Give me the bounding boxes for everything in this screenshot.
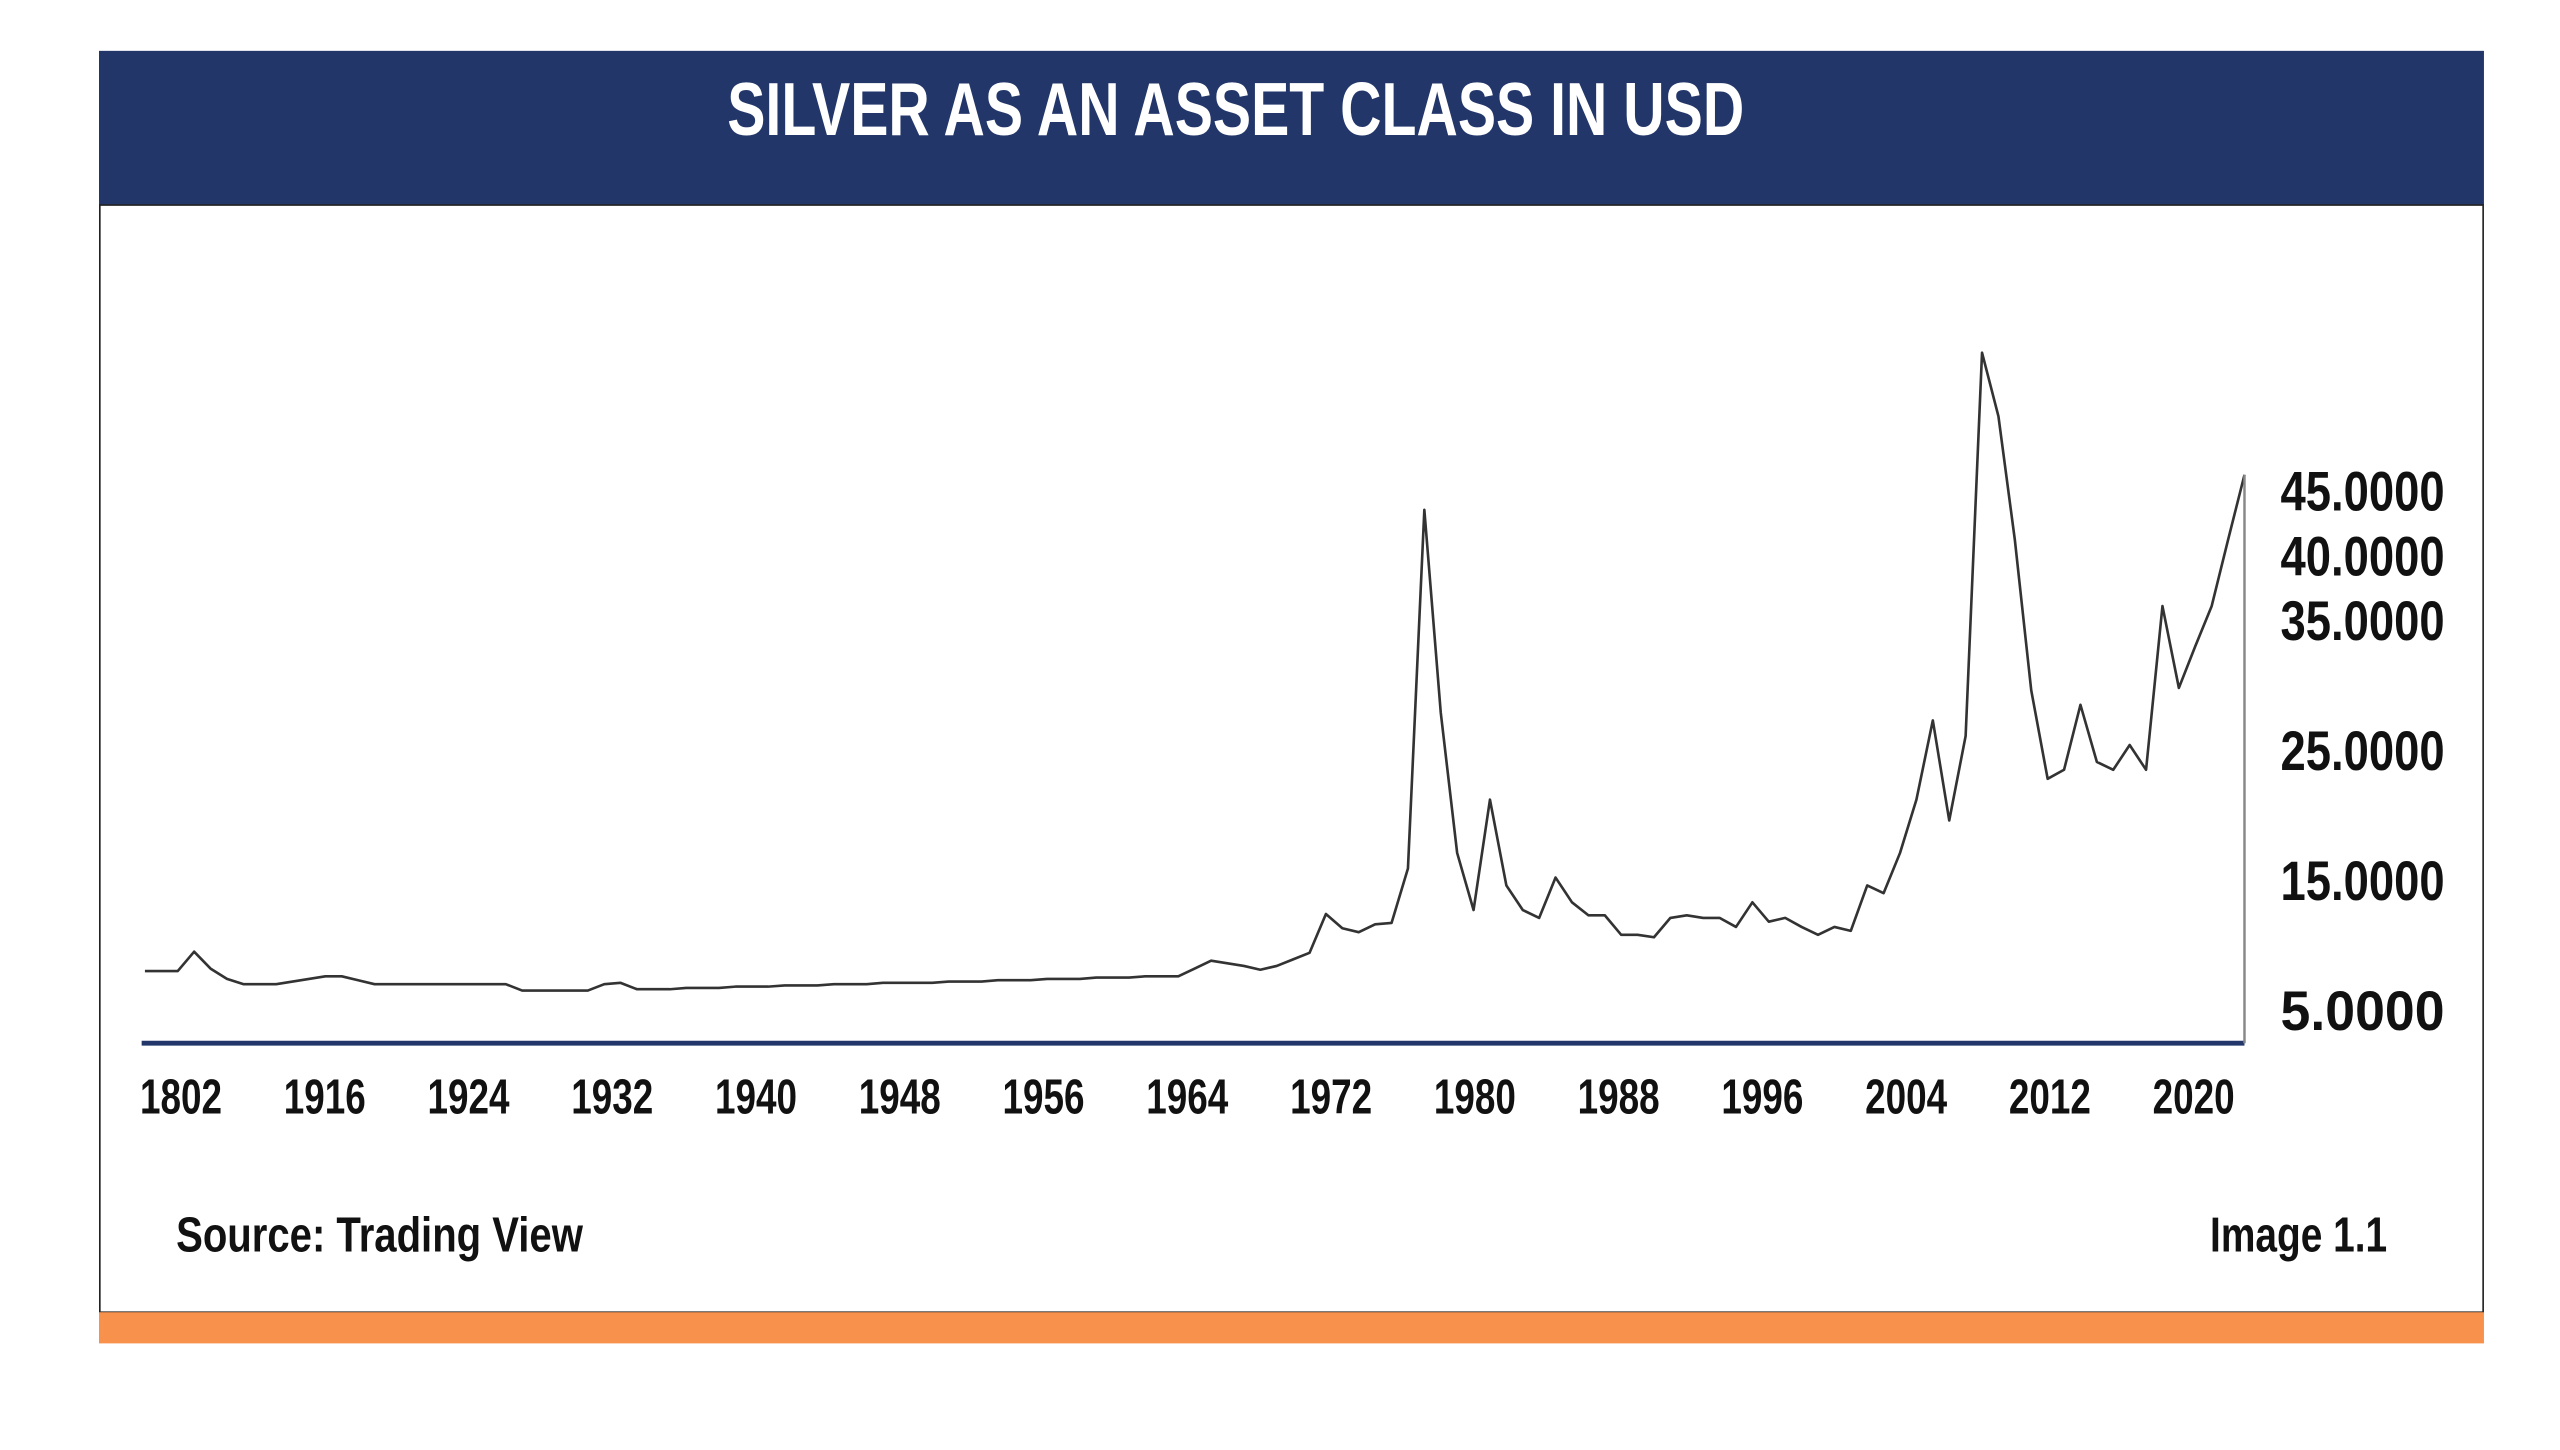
x-tick-label: 1924	[428, 1070, 510, 1125]
footer-bar	[99, 1312, 2484, 1344]
title-bar	[99, 50, 2484, 206]
x-tick-label: 1802	[140, 1070, 222, 1125]
image-label: Image 1.1	[2210, 1207, 2387, 1262]
y-tick-label: 25.0000	[2281, 720, 2445, 782]
y-tick-label: 5.0000	[2281, 980, 2445, 1042]
source-note: Source: Trading View	[176, 1207, 583, 1262]
x-tick-label: 2004	[1865, 1070, 1947, 1125]
x-tick-label: 1940	[715, 1070, 797, 1125]
chart-frame	[99, 204, 2484, 1314]
x-tick-label: 1972	[1290, 1070, 1372, 1125]
x-tick-label: 1948	[859, 1070, 941, 1125]
price-line	[144, 351, 2246, 992]
chart-title: SILVER AS AN ASSET CLASS IN USD	[727, 67, 1744, 151]
x-tick-label: 1932	[571, 1070, 653, 1125]
x-tick-label: 2020	[2153, 1070, 2235, 1125]
y-tick-label: 35.0000	[2281, 590, 2445, 652]
y-tick-label: 45.0000	[2281, 460, 2445, 522]
x-tick-label: 1988	[1578, 1070, 1660, 1125]
x-tick-label: 1916	[284, 1070, 366, 1125]
y-tick-label: 15.0000	[2281, 850, 2445, 912]
y-tick-label: 40.0000	[2281, 525, 2445, 587]
x-tick-label: 1980	[1434, 1070, 1516, 1125]
x-tick-label: 1964	[1146, 1070, 1228, 1125]
x-tick-label: 2012	[2009, 1070, 2091, 1125]
x-tick-label: 1996	[1721, 1070, 1803, 1125]
x-tick-label: 1956	[1003, 1070, 1085, 1125]
